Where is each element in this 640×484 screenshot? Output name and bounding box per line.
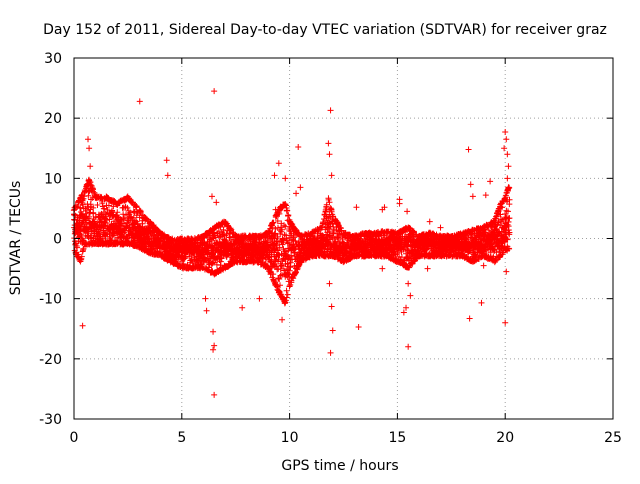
chart-svg: 0510152025-30-20-100102030 Day 152 of 20… <box>0 0 640 480</box>
chart-container: 0510152025-30-20-100102030 Day 152 of 20… <box>0 0 640 480</box>
